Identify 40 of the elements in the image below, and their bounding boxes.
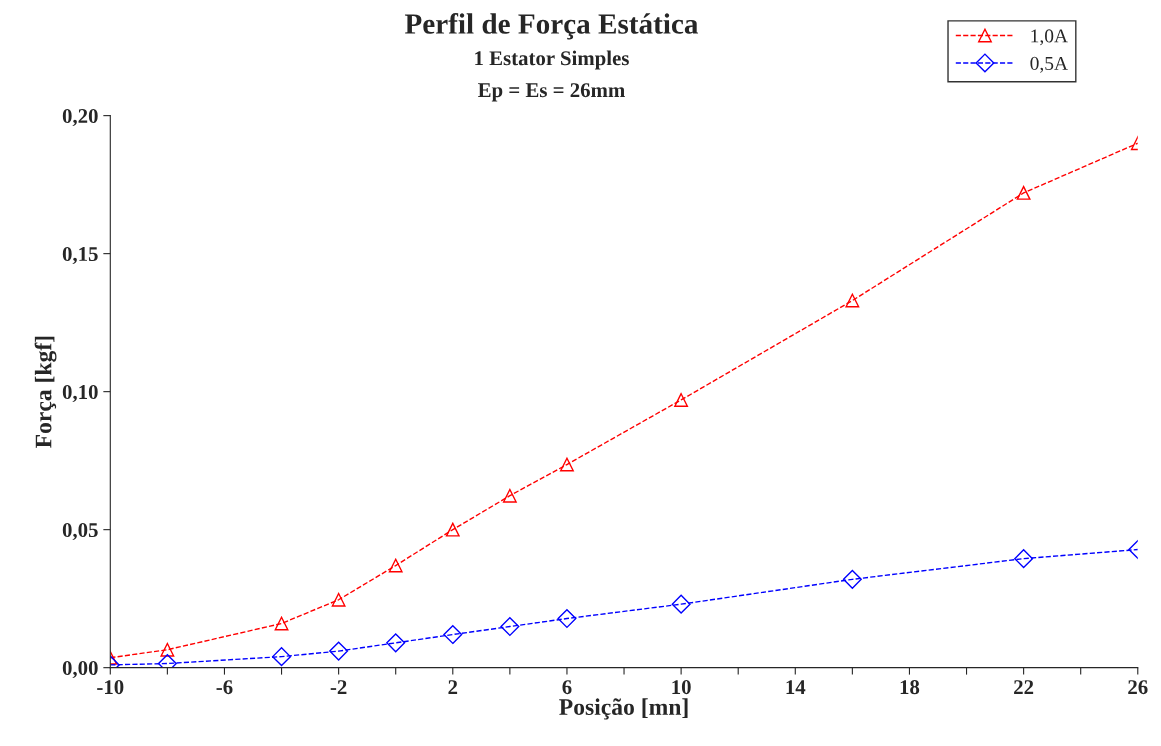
point bbox=[445, 522, 460, 537]
y-tick-label: 0,15 bbox=[62, 247, 98, 265]
point bbox=[443, 625, 463, 645]
point bbox=[842, 569, 862, 589]
point bbox=[160, 642, 175, 657]
point bbox=[674, 392, 689, 407]
y-tick-label: 0,10 bbox=[62, 385, 98, 403]
point bbox=[386, 633, 406, 653]
chart-title: Perfil de Força Estática bbox=[404, 13, 699, 40]
x-tick-label: 10 bbox=[672, 680, 691, 695]
x-tick-label: -10 bbox=[97, 680, 124, 695]
x-tick-label: 14 bbox=[786, 680, 806, 694]
legend-label: 1,0A bbox=[1031, 29, 1068, 46]
point bbox=[388, 558, 403, 573]
x-tick-label: -6 bbox=[216, 680, 233, 695]
point bbox=[1016, 185, 1031, 200]
point bbox=[1014, 549, 1034, 569]
point bbox=[557, 609, 577, 629]
x-tick-label: 18 bbox=[900, 680, 920, 695]
point bbox=[560, 457, 574, 472]
x-axis-title: Posição [mn] bbox=[559, 698, 688, 720]
y-axis-title: Força [kgf] bbox=[34, 336, 57, 448]
y-tick-label: 0,00 bbox=[62, 661, 98, 679]
x-tick-label: 2 bbox=[448, 680, 458, 694]
y-tick-label: 0,20 bbox=[62, 109, 98, 127]
point bbox=[274, 616, 289, 631]
chart-subtitle: 1 Estator Simples Ep = Es = 26mm bbox=[475, 50, 629, 102]
point bbox=[845, 293, 860, 308]
point bbox=[331, 592, 346, 607]
legend-label: 0,5A bbox=[1030, 56, 1068, 73]
x-tick-label: -2 bbox=[330, 680, 347, 694]
point bbox=[272, 647, 292, 667]
point bbox=[502, 488, 517, 503]
point bbox=[329, 641, 349, 661]
y-tick-label: 0,05 bbox=[62, 523, 98, 541]
x-tick-label: 22 bbox=[1014, 680, 1034, 694]
point bbox=[500, 617, 520, 637]
x-tick-label: 6 bbox=[562, 680, 572, 695]
x-tick-label: 26 bbox=[1128, 680, 1148, 695]
point bbox=[671, 594, 691, 614]
